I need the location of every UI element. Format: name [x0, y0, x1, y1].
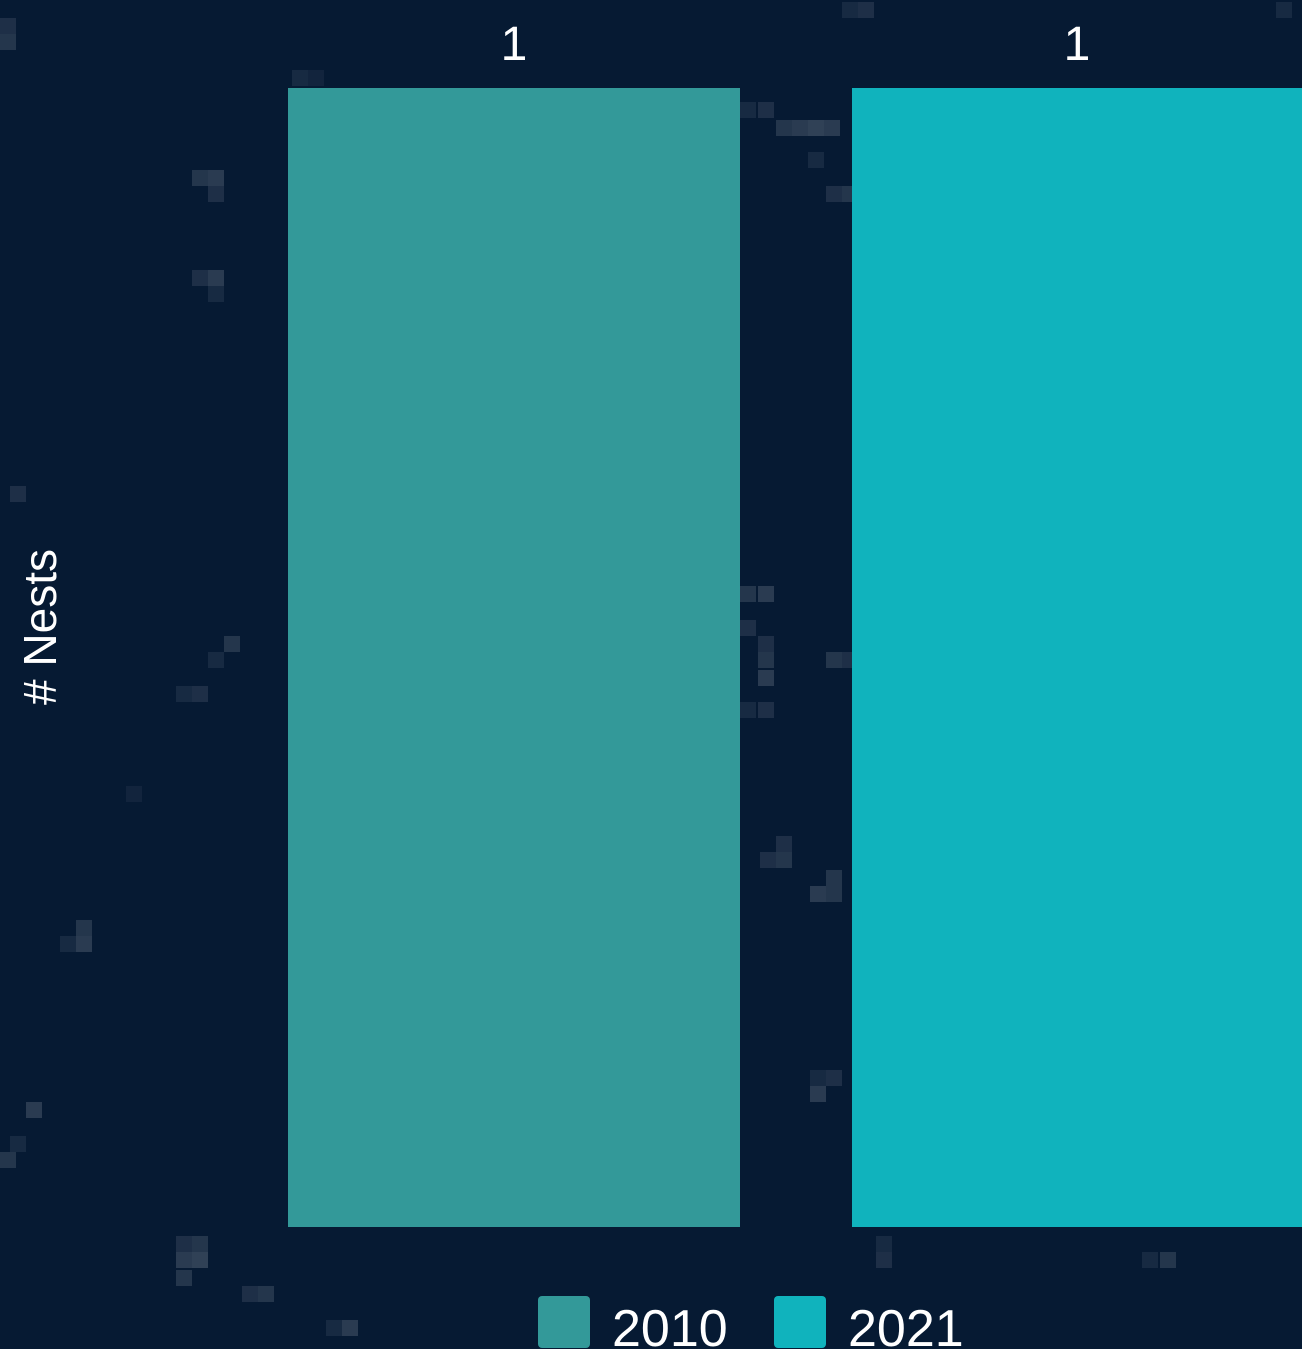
bar-value-label-2010: 1 — [501, 18, 528, 71]
y-axis-title: # Nests — [14, 549, 66, 705]
legend-swatch-2010 — [538, 1296, 590, 1348]
legend-label-2021: 2021 — [848, 1300, 964, 1349]
bar-2021 — [852, 88, 1302, 1227]
bars — [288, 88, 1302, 1227]
legend: 2010 2021 — [538, 1296, 964, 1349]
bar-value-label-2021: 1 — [1064, 18, 1091, 71]
legend-swatch-2021 — [774, 1296, 826, 1348]
legend-label-2010: 2010 — [612, 1300, 728, 1349]
bar-2010 — [288, 88, 740, 1227]
